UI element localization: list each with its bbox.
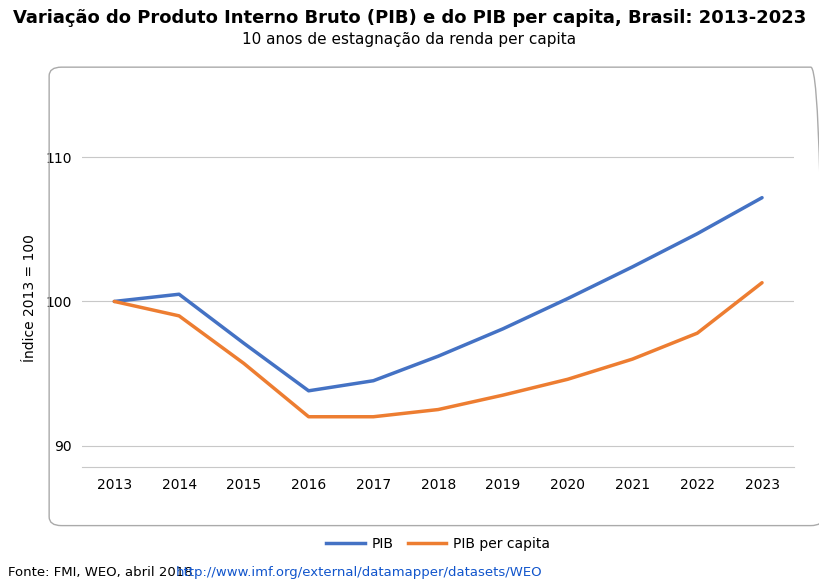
Legend: PIB, PIB per capita: PIB, PIB per capita: [320, 531, 556, 557]
Text: 10 anos de estagnação da renda per capita: 10 anos de estagnação da renda per capit…: [242, 32, 577, 47]
Text: Fonte: FMI, WEO, abril 2018: Fonte: FMI, WEO, abril 2018: [8, 566, 197, 579]
Text: Variação do Produto Interno Bruto (PIB) e do PIB per capita, Brasil: 2013-2023: Variação do Produto Interno Bruto (PIB) …: [13, 9, 806, 27]
Text: http://www.imf.org/external/datamapper/datasets/WEO: http://www.imf.org/external/datamapper/d…: [176, 566, 543, 579]
Y-axis label: Índice 2013 = 100: Índice 2013 = 100: [23, 234, 37, 361]
